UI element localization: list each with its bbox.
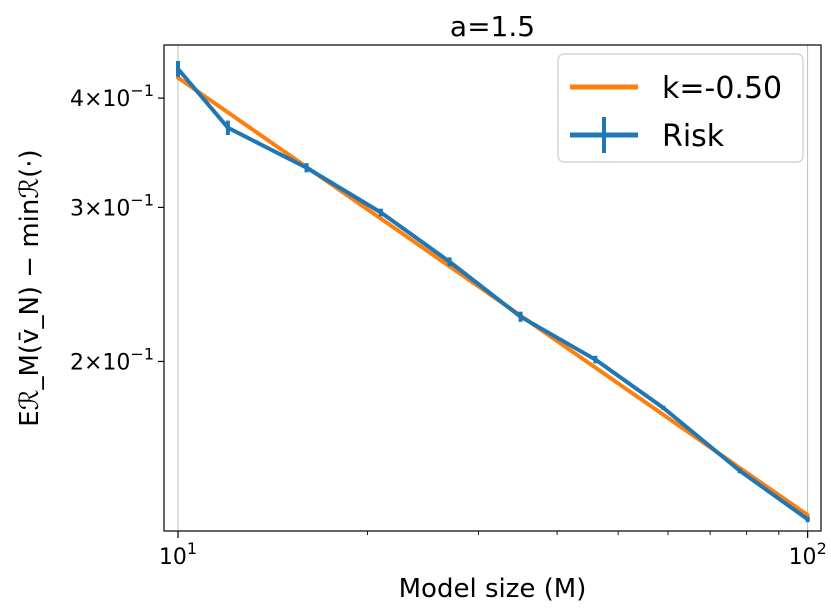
chart-title: a=1.5 [450, 10, 535, 43]
legend-label-risk: Risk [662, 119, 725, 154]
y-axis-label: Eℛ_M(v̄_N) − minℛ(·) [15, 149, 45, 426]
x-tick-label-0: 101 [159, 539, 197, 570]
y-tick-label-exponent-2: −1 [130, 344, 154, 363]
y-tick-label-coef-0: 4×10 [70, 87, 130, 112]
data-point-1-1 [225, 125, 230, 130]
data-point-1-4 [447, 259, 452, 264]
x-tick-label-base-0: 10 [159, 545, 187, 570]
x-axis-label: Model size (M) [399, 574, 587, 604]
data-point-1-0 [176, 66, 181, 71]
series-layer [176, 61, 810, 523]
data-point-1-3 [378, 210, 383, 215]
y-tick-label-coef-1: 3×10 [70, 196, 130, 221]
legend-label-fit: k=-0.50 [662, 71, 782, 106]
data-point-1-5 [518, 314, 523, 319]
data-point-1-2 [304, 165, 309, 170]
plot-frame [163, 44, 822, 532]
y-tick-label-1: 3×10−1 [70, 190, 154, 221]
gridlines [177, 45, 809, 531]
x-tick-label-exponent-1: 2 [817, 539, 827, 558]
series-line-1 [176, 66, 810, 522]
y-tick-label-2: 2×10−1 [70, 344, 154, 375]
data-point-1-8 [737, 468, 742, 473]
x-tick-label-1: 102 [789, 539, 827, 570]
data-point-1-9 [805, 517, 810, 522]
data-point-1-7 [661, 405, 666, 410]
y-tick-label-0: 4×10−1 [70, 81, 154, 112]
y-tick-label-coef-2: 2×10 [70, 350, 130, 375]
x-tick-label-base-1: 10 [789, 545, 817, 570]
y-tick-label-exponent-0: −1 [130, 81, 154, 100]
x-tick-label-exponent-0: 1 [187, 539, 197, 558]
legend: k=-0.50 Risk [557, 53, 804, 163]
data-point-1-6 [593, 357, 598, 362]
y-tick-label-exponent-1: −1 [130, 190, 154, 209]
